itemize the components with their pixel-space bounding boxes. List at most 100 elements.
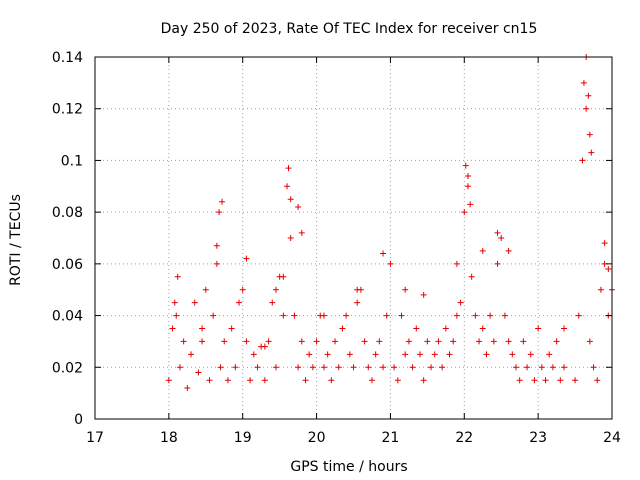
data-point <box>420 377 427 384</box>
data-point <box>295 364 302 371</box>
data-point <box>199 338 206 345</box>
y-axis-label: ROTI / TECUs <box>8 194 24 286</box>
data-point <box>298 338 305 345</box>
data-point <box>210 312 217 319</box>
data-point <box>494 229 501 236</box>
data-point <box>269 299 276 306</box>
data-point <box>350 364 357 371</box>
data-point <box>391 364 398 371</box>
data-point <box>453 312 460 319</box>
data-point <box>580 79 587 86</box>
data-point <box>287 235 294 241</box>
data-point <box>365 364 372 371</box>
plot-frame <box>94 56 613 420</box>
data-point <box>494 260 501 267</box>
data-point <box>457 299 464 306</box>
data-point <box>524 364 531 371</box>
data-point <box>320 312 327 319</box>
data-point <box>588 149 595 156</box>
data-point <box>490 338 497 345</box>
data-point <box>306 351 313 358</box>
x-tick-label: 18 <box>160 430 178 446</box>
x-tick-label: 24 <box>603 430 621 446</box>
data-point <box>309 364 316 371</box>
data-point <box>361 338 368 345</box>
data-point <box>516 377 523 384</box>
data-point <box>272 286 279 293</box>
data-point <box>328 377 335 384</box>
data-point <box>243 338 250 345</box>
data-point <box>287 196 294 203</box>
data-point <box>527 351 534 358</box>
data-point <box>239 286 246 293</box>
data-point <box>450 338 457 345</box>
data-point <box>254 364 261 371</box>
data-point <box>191 299 198 306</box>
y-tick-label: 0.02 <box>52 360 83 376</box>
y-tick-labels: 0 0.02 0.04 0.06 0.08 0.1 0.12 0.14 <box>52 50 83 428</box>
data-point <box>171 299 178 306</box>
data-point <box>535 325 542 332</box>
data-point <box>402 351 409 358</box>
x-tick-label: 22 <box>455 430 473 446</box>
data-point <box>343 312 350 319</box>
data-point <box>453 260 460 267</box>
data-point <box>435 338 442 345</box>
data-point <box>332 338 339 345</box>
data-point <box>402 286 409 293</box>
data-point <box>590 364 597 371</box>
data-point <box>354 286 361 293</box>
data-point <box>560 364 567 371</box>
data-point <box>409 364 416 371</box>
data-point <box>594 377 601 384</box>
axis-ticks <box>94 56 613 420</box>
y-tick-label: 0.08 <box>52 205 83 221</box>
data-point <box>213 260 220 267</box>
data-point <box>219 198 226 205</box>
data-point <box>280 273 287 280</box>
x-axis-label: GPS time / hours <box>290 459 407 475</box>
x-tick-label: 17 <box>86 430 104 446</box>
data-point <box>285 165 292 172</box>
data-point <box>324 351 331 358</box>
data-point <box>549 364 556 371</box>
data-point <box>546 351 553 358</box>
x-tick-label: 19 <box>234 430 252 446</box>
x-tick-label: 23 <box>529 430 547 446</box>
data-point <box>501 312 508 319</box>
data-point <box>213 242 220 249</box>
data-point <box>173 312 180 319</box>
data-point <box>579 157 586 164</box>
data-point <box>413 325 420 332</box>
data-point <box>295 203 302 210</box>
data-point <box>462 162 469 169</box>
data-point <box>265 338 272 345</box>
data-point <box>531 377 538 384</box>
data-point <box>247 377 254 384</box>
data-point <box>243 255 250 262</box>
data-point <box>302 377 309 384</box>
data-point <box>383 312 390 319</box>
data-point <box>509 351 516 358</box>
data-point <box>446 351 453 358</box>
data-point <box>176 364 183 371</box>
data-point <box>586 131 593 138</box>
data-point <box>339 325 346 332</box>
data-point <box>284 183 291 190</box>
data-point <box>479 247 486 254</box>
data-point <box>583 105 590 112</box>
data-point <box>346 351 353 358</box>
data-point <box>313 338 320 345</box>
data-point <box>553 338 560 345</box>
data-point <box>498 235 505 241</box>
data-point <box>221 338 228 345</box>
data-point <box>272 364 279 371</box>
data-points <box>165 54 615 391</box>
data-point <box>467 201 474 208</box>
data-point <box>236 299 243 306</box>
data-point <box>505 338 512 345</box>
data-point <box>180 338 187 345</box>
data-point <box>575 312 582 319</box>
data-point <box>376 338 383 345</box>
